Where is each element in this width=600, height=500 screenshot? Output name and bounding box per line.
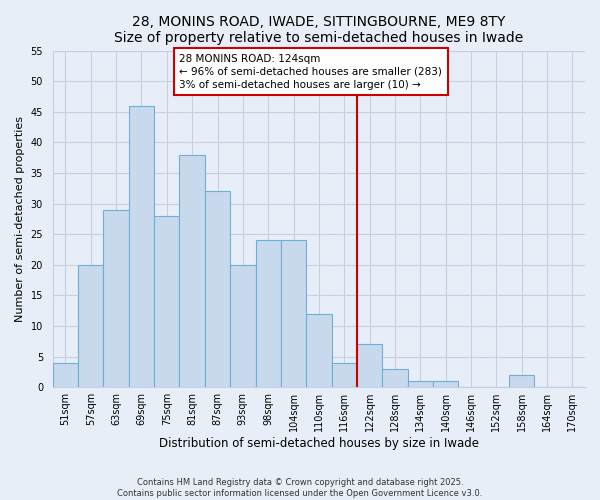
Title: 28, MONINS ROAD, IWADE, SITTINGBOURNE, ME9 8TY
Size of property relative to semi: 28, MONINS ROAD, IWADE, SITTINGBOURNE, M…	[114, 15, 524, 45]
Bar	[103, 210, 129, 387]
Text: 28 MONINS ROAD: 124sqm
← 96% of semi-detached houses are smaller (283)
3% of sem: 28 MONINS ROAD: 124sqm ← 96% of semi-det…	[179, 54, 442, 90]
Bar	[53, 362, 78, 387]
Bar	[306, 314, 332, 387]
Bar	[129, 106, 154, 387]
X-axis label: Distribution of semi-detached houses by size in Iwade: Distribution of semi-detached houses by …	[159, 437, 479, 450]
Bar	[509, 375, 535, 387]
Bar	[230, 265, 256, 387]
Bar	[78, 265, 103, 387]
Bar	[357, 344, 382, 387]
Bar	[179, 154, 205, 387]
Bar	[332, 362, 357, 387]
Bar	[205, 192, 230, 387]
Bar	[407, 381, 433, 387]
Bar	[281, 240, 306, 387]
Bar	[433, 381, 458, 387]
Bar	[154, 216, 179, 387]
Bar	[382, 369, 407, 387]
Text: Contains HM Land Registry data © Crown copyright and database right 2025.
Contai: Contains HM Land Registry data © Crown c…	[118, 478, 482, 498]
Y-axis label: Number of semi-detached properties: Number of semi-detached properties	[15, 116, 25, 322]
Bar	[256, 240, 281, 387]
